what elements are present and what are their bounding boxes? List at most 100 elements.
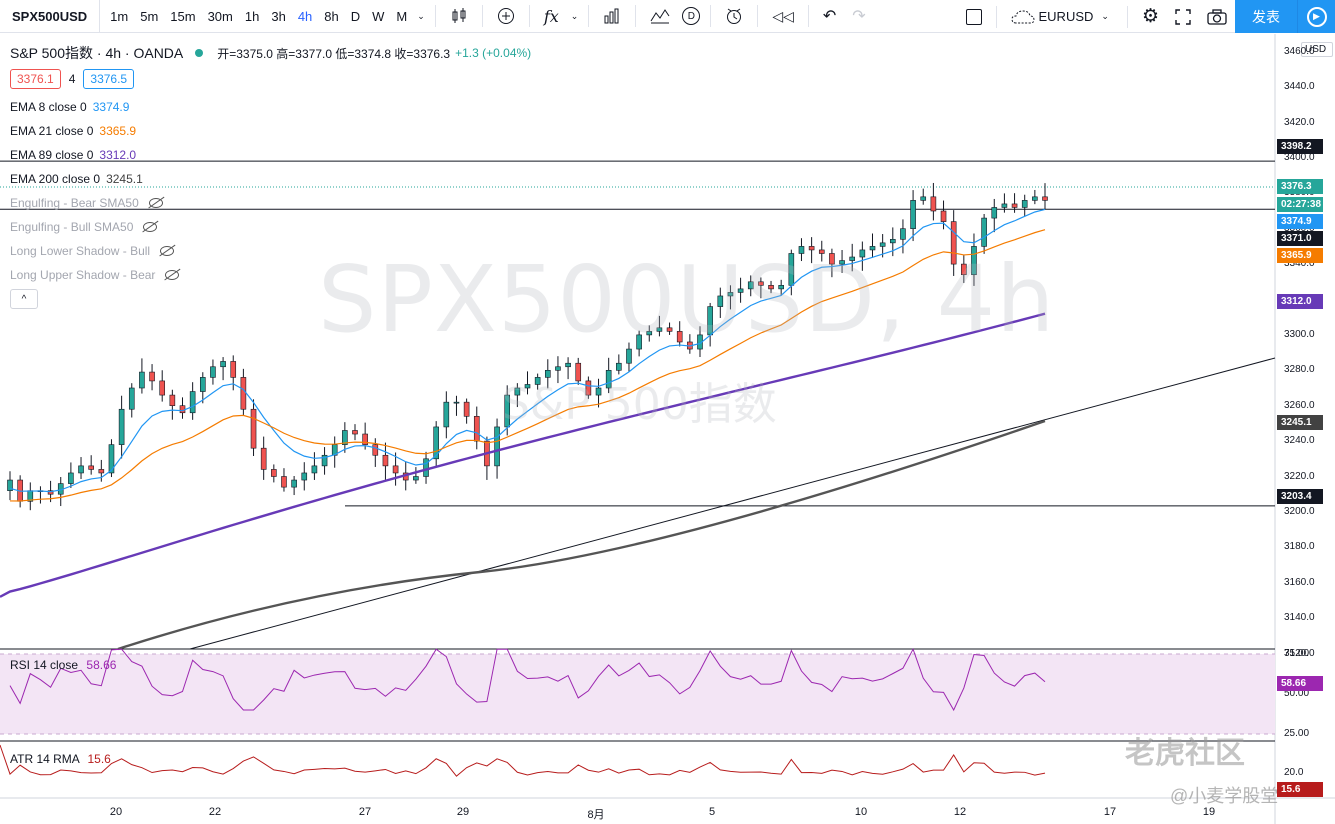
price-tick-label: 3440.0 (1284, 81, 1315, 93)
candle-body (423, 458, 429, 477)
indicator-row[interactable]: EMA 21 close 0 3365.9 (10, 119, 531, 143)
candle-body (321, 454, 328, 467)
price-tick-label: 3140.0 (1284, 612, 1315, 624)
rsi-label[interactable]: RSI 14 close (10, 658, 79, 672)
candle-body (971, 246, 977, 276)
candle-body (940, 210, 947, 222)
candle-body (98, 469, 105, 474)
candle-body (818, 249, 825, 254)
candle-body (88, 465, 94, 470)
compare-symbol-label: EURUSD (1038, 9, 1094, 24)
ema-21-line (9, 229, 1046, 502)
candle-body (616, 362, 622, 371)
hidden-study-label: Long Upper Shadow - Bear (10, 268, 156, 282)
candle-body (879, 242, 886, 247)
rsi-tick-label: 25.00 (1284, 728, 1310, 739)
candle-body (747, 281, 754, 290)
d-badge[interactable]: D (678, 0, 704, 32)
legend-title[interactable]: S&P 500指数 · 4h · OANDA (10, 45, 184, 61)
candle-body (595, 387, 602, 396)
ema-200-line (117, 419, 1046, 651)
price-tick-label: 3400.0 (1284, 151, 1315, 163)
candle-body (271, 469, 277, 477)
eye-hidden-icon[interactable] (160, 246, 175, 256)
hidden-study-row[interactable]: Engulfing - Bull SMA50 (10, 215, 531, 239)
replay-rewind-icon[interactable]: ◁◁ (772, 7, 794, 24)
rsi-line (9, 647, 1046, 712)
candle-body (758, 281, 764, 286)
financials-bar-icon[interactable] (595, 0, 629, 32)
atr-label[interactable]: ATR 14 RMA (10, 752, 80, 766)
interval-8h[interactable]: 8h (324, 8, 339, 24)
candle-body (534, 377, 541, 385)
snapshot-camera-icon[interactable] (1199, 0, 1235, 33)
interval-dropdown-chevron-icon[interactable]: ⌄ (417, 10, 425, 21)
hidden-study-row[interactable]: Long Upper Shadow - Bear (10, 263, 531, 287)
interval-W[interactable]: W (372, 8, 385, 24)
interval-30m[interactable]: 30m (207, 8, 233, 24)
ohlc-values: 开=3375.0 高=3377.0 低=3374.8 收=3376.3 (217, 46, 451, 61)
symbol-search-button[interactable]: SPX500USD (0, 0, 101, 32)
hidden-study-row[interactable]: Long Lower Shadow - Bull (10, 239, 531, 263)
candle-body (565, 362, 571, 368)
candle-body (778, 285, 784, 290)
atr-price-tag: 15.6 (1277, 782, 1323, 797)
interval-1h[interactable]: 1h (244, 8, 260, 24)
fullscreen-icon[interactable] (1167, 0, 1199, 33)
interval-5m[interactable]: 5m (140, 8, 159, 24)
redo-icon[interactable]: ↷ (852, 8, 866, 25)
play-icon[interactable]: ▶ (1297, 0, 1335, 33)
candle-body (159, 380, 166, 396)
candle-body (7, 479, 13, 491)
time-axis-label: 10 (854, 806, 868, 818)
legend-collapse-button[interactable]: ^ (10, 289, 38, 309)
ideas-line-icon[interactable] (642, 0, 678, 32)
indicator-row[interactable]: EMA 8 close 0 3374.9 (10, 95, 531, 119)
compare-add-icon[interactable] (489, 0, 523, 32)
settings-gear-icon[interactable]: ⚙ (1141, 6, 1159, 27)
chart-canvas[interactable] (0, 34, 1335, 824)
interval-3h[interactable]: 3h (271, 8, 286, 24)
bid-price-box[interactable]: 3376.1 (10, 69, 61, 89)
price-tick-label: 3160.0 (1284, 576, 1315, 588)
atr-line (0, 744, 1046, 777)
indicators-fx-icon[interactable]: fx (543, 6, 559, 26)
time-axis-label: 5 (708, 806, 716, 818)
candle-body (889, 239, 896, 244)
eye-hidden-icon[interactable] (148, 198, 163, 208)
interval-1m[interactable]: 1m (110, 8, 129, 24)
trend-line (189, 357, 1276, 650)
undo-icon[interactable]: ↶ (822, 8, 837, 25)
candle-body (1011, 203, 1018, 208)
eye-hidden-icon[interactable] (165, 270, 180, 280)
price-tag: 3376.3 (1277, 179, 1323, 194)
eye-hidden-icon[interactable] (143, 222, 158, 232)
compare-symbol-button[interactable]: EURUSD ⌄ (1003, 9, 1121, 24)
rsi-value: 58.66 (86, 658, 117, 672)
interval-4h[interactable]: 4h (297, 8, 313, 24)
interval-15m[interactable]: 15m (170, 8, 196, 24)
alert-clock-icon[interactable] (717, 0, 751, 32)
ask-price-box[interactable]: 3376.5 (83, 69, 135, 89)
candle-body (118, 408, 125, 445)
indicator-row[interactable]: EMA 200 close 0 3245.1 (10, 167, 531, 191)
candle-body (656, 327, 663, 332)
candle-body (504, 394, 511, 428)
candle-body (433, 426, 439, 460)
candle-body (382, 454, 389, 467)
candle-body (981, 217, 987, 247)
compare-chevron-icon[interactable]: ⌄ (1101, 11, 1109, 21)
price-tick-label: 3340.0 (1284, 258, 1315, 270)
candle-body (1021, 200, 1028, 208)
indicators-chevron-icon[interactable]: ⌄ (570, 10, 579, 21)
interval-D[interactable]: D (350, 8, 361, 24)
publish-button[interactable]: 发表 (1235, 0, 1297, 33)
price-tick-label: 3240.0 (1284, 435, 1315, 447)
candle-style-icon[interactable] (442, 0, 476, 32)
layout-square-icon[interactable] (958, 0, 990, 33)
candle-body (199, 377, 206, 392)
indicator-row[interactable]: EMA 89 close 0 3312.0 (10, 143, 531, 167)
interval-M[interactable]: M (396, 8, 408, 24)
hidden-study-row[interactable]: Engulfing - Bear SMA50 (10, 191, 531, 215)
price-change: +1.3 (+0.04%) (455, 46, 532, 60)
